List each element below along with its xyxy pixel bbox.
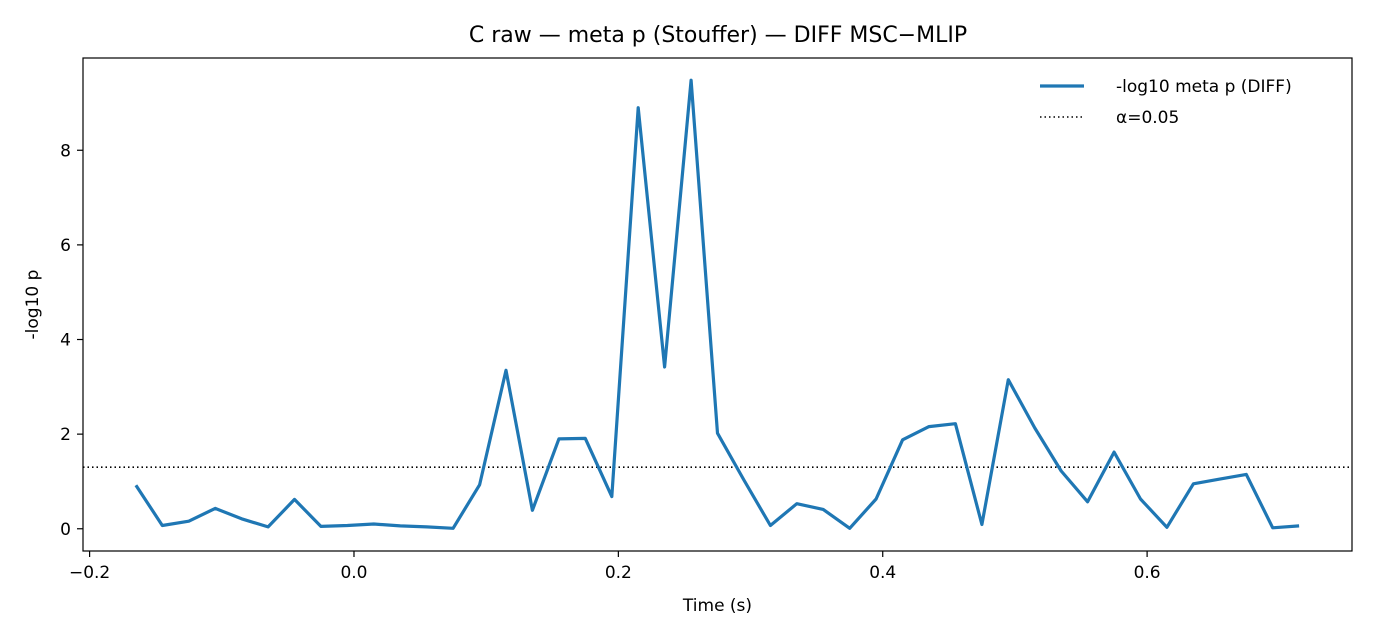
- x-tick-label: 0.2: [605, 563, 632, 583]
- series-line-diff: [134, 78, 1300, 530]
- y-tick-label: 0: [60, 520, 71, 540]
- x-tick-label: 0.0: [340, 563, 367, 583]
- y-tick-label: 6: [60, 236, 71, 256]
- legend: -log10 meta p (DIFF) α=0.05: [1040, 77, 1292, 128]
- x-tick-label: 0.4: [869, 563, 896, 583]
- x-tick-label: 0.6: [1134, 563, 1161, 583]
- legend-label-alpha: α=0.05: [1116, 108, 1179, 128]
- x-axis: −0.2 0.0 0.2 0.4 0.6: [69, 551, 1161, 583]
- y-tick-label: 2: [60, 425, 71, 445]
- axes-frame: [82, 57, 1353, 552]
- x-tick-label: −0.2: [69, 563, 110, 583]
- y-axis-label: -log10 p: [23, 270, 43, 340]
- y-tick-label: 4: [60, 331, 71, 351]
- chart-title: C raw — meta p (Stouffer) — DIFF MSC−MLI…: [469, 23, 967, 48]
- y-tick-label: 8: [60, 141, 71, 161]
- y-axis: 0 2 4 6 8: [60, 141, 83, 540]
- legend-label-diff: -log10 meta p (DIFF): [1116, 77, 1292, 97]
- x-axis-label: Time (s): [682, 596, 752, 616]
- plot-area: [83, 78, 1352, 530]
